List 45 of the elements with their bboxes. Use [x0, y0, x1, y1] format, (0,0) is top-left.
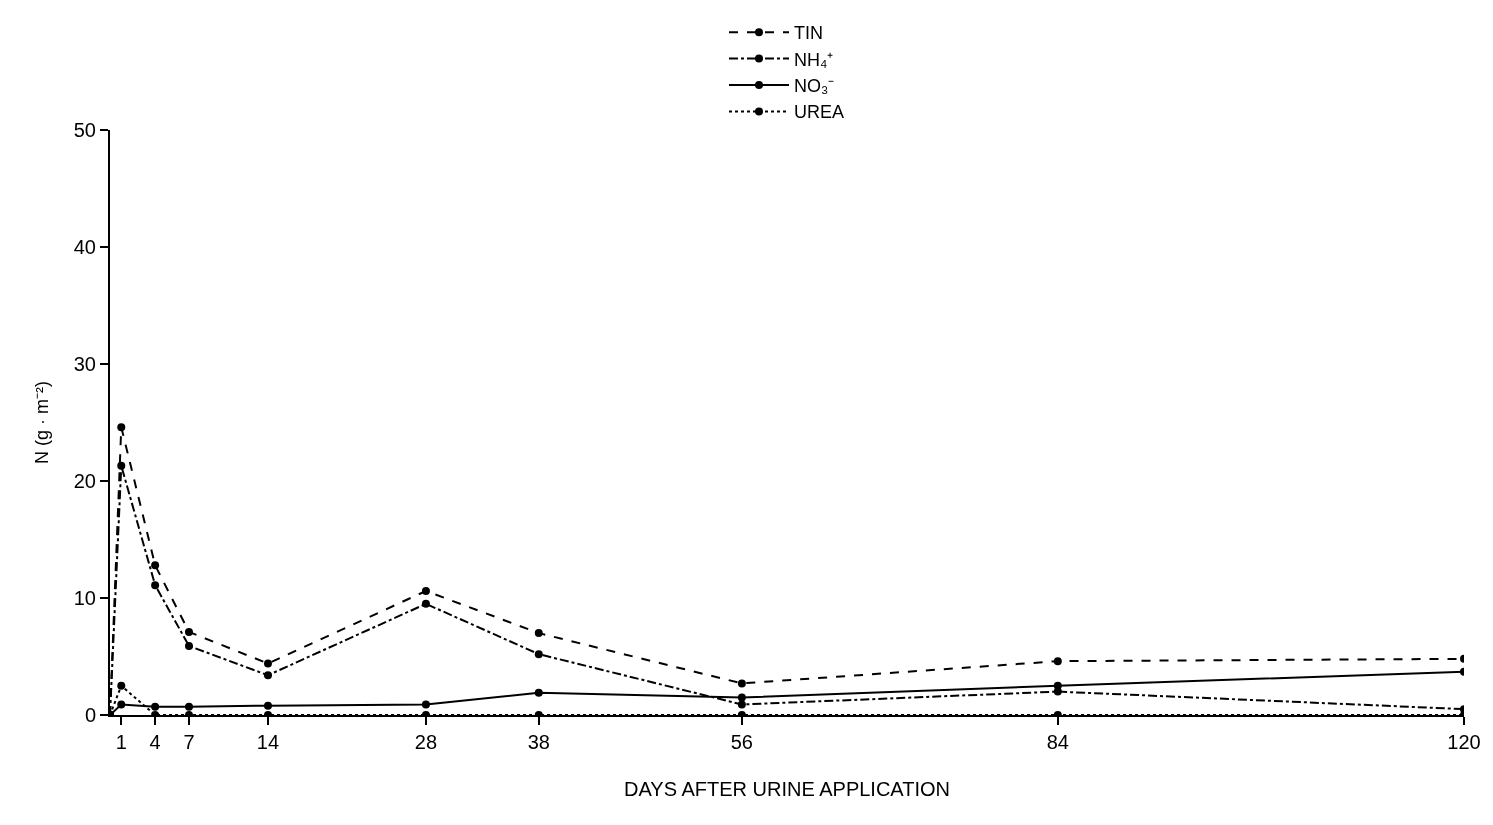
point [1053, 681, 1062, 690]
y-axis-title: N (g · m⁻²) [32, 381, 53, 464]
point [184, 641, 193, 650]
x-tick-label: 28 [414, 731, 438, 753]
x-tick-label: 84 [1046, 731, 1069, 753]
point [263, 671, 272, 680]
point [737, 679, 746, 688]
point [421, 599, 430, 608]
x-tick-label: 56 [730, 731, 753, 753]
legend-label: NH₄⁺ [794, 49, 834, 70]
point [263, 701, 272, 710]
x-tick-label: 120 [1447, 731, 1481, 753]
x-tick-label: 1 [115, 731, 127, 753]
point [1053, 657, 1062, 666]
point [421, 700, 430, 709]
point [534, 688, 543, 697]
legend-label: UREA [794, 102, 845, 123]
y-tick-label: 50 [73, 119, 96, 141]
legend-label: NO₃⁻ [794, 76, 835, 97]
y-tick-label: 20 [73, 470, 96, 492]
legend-label: TIN [794, 23, 823, 44]
point [184, 627, 193, 636]
point [151, 561, 160, 570]
point [117, 423, 126, 432]
point [737, 693, 746, 702]
y-tick-label: 30 [73, 353, 96, 375]
x-tick-label: 14 [256, 731, 280, 753]
point [737, 700, 746, 709]
point [151, 702, 160, 711]
point [421, 586, 430, 595]
point [534, 629, 543, 638]
point [117, 700, 126, 709]
x-tick-label: 38 [527, 731, 550, 753]
point [184, 702, 193, 711]
x-tick-label: 4 [149, 731, 161, 753]
x-tick-label: 7 [183, 731, 195, 753]
point [117, 461, 126, 470]
y-tick-label: 10 [73, 587, 96, 609]
point [151, 581, 160, 590]
y-tick-label: 40 [73, 236, 96, 258]
y-tick-label: 0 [84, 704, 96, 726]
point [534, 650, 543, 659]
point [117, 681, 126, 690]
point [263, 659, 272, 668]
x-axis-title: DAYS AFTER URINE APPLICATION [624, 778, 950, 800]
